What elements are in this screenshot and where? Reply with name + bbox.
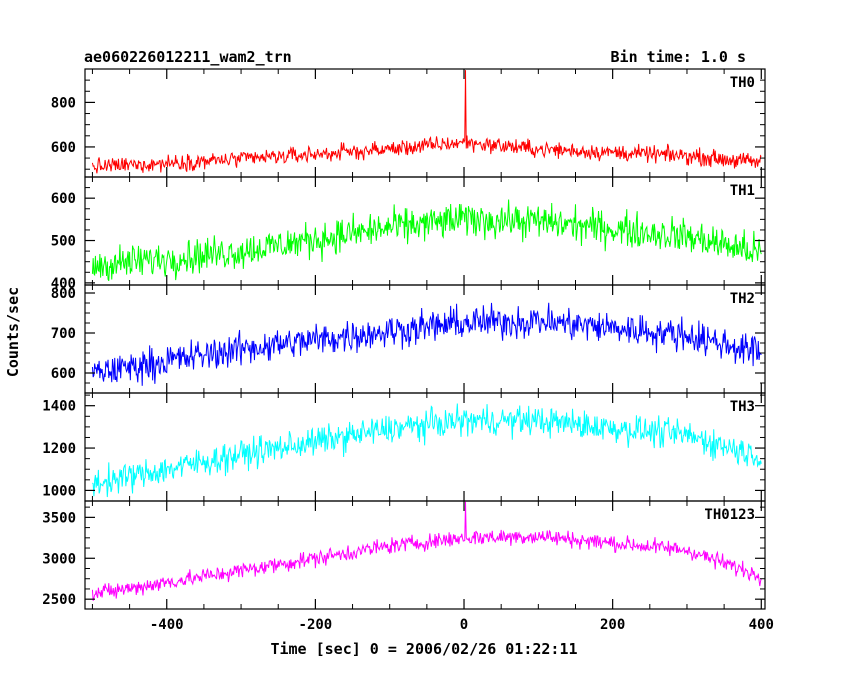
y-axis-title: Counts/sec [4, 287, 22, 377]
y-tick-label: 1400 [42, 399, 76, 415]
y-tick-label: 600 [51, 140, 76, 156]
panel-th3: 1000 1200 1400 TH3 [42, 392, 766, 502]
y-tick-label: 500 [51, 234, 76, 250]
x-tick-label: 0 [460, 617, 468, 633]
y-tick-label: 1000 [42, 483, 76, 499]
y-tick-label: 800 [51, 95, 76, 111]
panel-label-th1: TH1 [730, 183, 755, 199]
y-tick-label: 600 [51, 366, 76, 382]
bin-time-label: Bin time: 1.0 s [611, 48, 746, 66]
x-tick-label: -400 [150, 617, 184, 633]
series-line-th2 [91, 302, 762, 386]
y-tick-label: 1200 [42, 441, 76, 457]
x-tick-label: -200 [299, 617, 333, 633]
panel-frame [84, 500, 766, 610]
y-tick-label: 3500 [42, 510, 76, 526]
series-line-th1 [91, 199, 762, 282]
x-tick-label: 400 [749, 617, 774, 633]
panel-label-th0: TH0 [730, 75, 755, 91]
y-tick-label: 800 [51, 286, 76, 302]
series-line-th0123 [91, 501, 762, 601]
panel-th1: 400 500 600 TH1 [51, 176, 766, 292]
y-tick-label: 3000 [42, 551, 76, 567]
panels-group: 600 800 TH0 400 500 600 TH1 600 700 800 TH2 1000 120… [42, 68, 774, 633]
y-tick-label: 2500 [42, 592, 76, 608]
panel-th0: 600 800 TH0 [51, 68, 766, 178]
y-tick-label: 600 [51, 191, 76, 207]
series-line-th3 [92, 403, 762, 498]
y-tick-label: 700 [51, 326, 76, 342]
panel-label-th3: TH3 [730, 399, 755, 415]
panel-th2: 600 700 800 TH2 [51, 284, 766, 394]
x-tick-label: 200 [600, 617, 625, 633]
series-line-th0 [91, 70, 762, 174]
panel-th0123: 2500 3000 3500 TH0123 [42, 500, 766, 610]
chart-title: ae060226012211_wam2_trn [84, 48, 292, 66]
panel-label-th2: TH2 [730, 291, 755, 307]
panel-label-th0123: TH0123 [704, 507, 755, 523]
y-tick-label: 400 [51, 276, 76, 292]
x-axis-title: Time [sec] 0 = 2006/02/26 01:22:11 [270, 640, 577, 658]
